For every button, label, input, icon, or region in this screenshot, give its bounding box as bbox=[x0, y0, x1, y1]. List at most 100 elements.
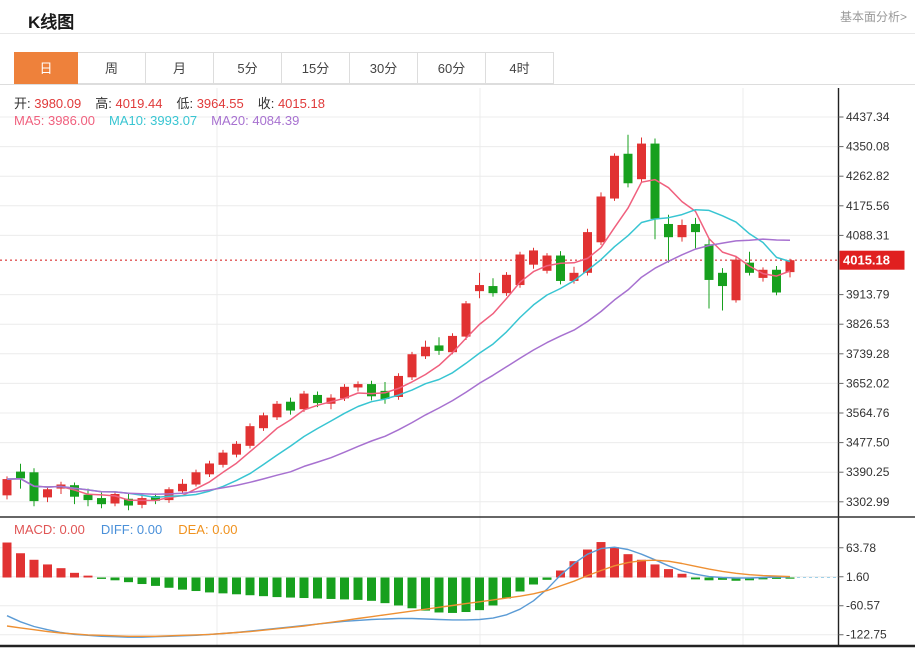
macd-bar bbox=[434, 577, 444, 613]
candle-body bbox=[43, 489, 52, 498]
y-axis-label: 3564.76 bbox=[846, 406, 890, 420]
ma10-line bbox=[6, 208, 791, 499]
macd-bar bbox=[502, 577, 511, 599]
macd-bar bbox=[2, 542, 12, 578]
candle-body bbox=[340, 386, 349, 399]
y-axis-label: 4262.82 bbox=[846, 169, 890, 183]
macd-bar bbox=[151, 577, 160, 586]
legend-value: 0.00 bbox=[59, 522, 85, 537]
legend-item: 低: 3964.55 bbox=[176, 96, 243, 111]
macd-bar bbox=[610, 547, 619, 578]
tab-60min[interactable]: 60分 bbox=[417, 52, 486, 84]
macd-bar bbox=[772, 577, 781, 579]
macd-bar bbox=[326, 577, 336, 599]
macd-bar bbox=[677, 573, 687, 578]
tab-30min[interactable]: 30分 bbox=[349, 52, 418, 84]
macd-bar bbox=[785, 577, 795, 579]
macd-bar bbox=[70, 572, 79, 578]
legend-value: 3986.00 bbox=[47, 113, 95, 128]
legend-item: MA10: 3993.07 bbox=[109, 113, 197, 128]
legend-value: 0.00 bbox=[212, 522, 238, 537]
macd-bar bbox=[218, 577, 228, 594]
tab-4hour[interactable]: 4时 bbox=[485, 52, 554, 84]
tab-month[interactable]: 月 bbox=[145, 52, 214, 84]
legend-item: 开: 3980.09 bbox=[14, 96, 81, 111]
macd-bar bbox=[164, 577, 174, 588]
macd-bar bbox=[286, 577, 295, 598]
candle-body bbox=[97, 498, 106, 505]
fundamental-analysis-link[interactable]: 基本面分析> bbox=[839, 10, 907, 24]
macd-bar bbox=[137, 577, 147, 585]
y-axis-label: 3302.99 bbox=[846, 495, 890, 509]
candle-body bbox=[353, 384, 363, 388]
y-axis-label: 3652.02 bbox=[846, 376, 890, 390]
candle-body bbox=[299, 393, 309, 410]
candle-body bbox=[691, 223, 700, 233]
candle-body bbox=[583, 232, 592, 273]
candle-body bbox=[448, 335, 457, 353]
candle-body bbox=[569, 272, 579, 281]
candle-body bbox=[515, 254, 525, 286]
candle-body bbox=[461, 303, 471, 337]
ma5-line bbox=[6, 178, 791, 502]
macd-bar bbox=[461, 577, 471, 613]
macd-bar bbox=[488, 577, 498, 606]
gridlines bbox=[0, 88, 838, 645]
candle-body bbox=[677, 224, 687, 238]
candle-body bbox=[407, 354, 417, 378]
macd-histogram bbox=[2, 542, 795, 613]
legend-value: 4019.44 bbox=[115, 96, 163, 111]
y-axis-label: 3826.53 bbox=[846, 317, 890, 331]
candle-body bbox=[488, 286, 498, 294]
tab-5min[interactable]: 5分 bbox=[213, 52, 282, 84]
current-price-label: 4015.18 bbox=[843, 253, 890, 268]
y-axis-label: 63.78 bbox=[846, 541, 876, 555]
legend-label: MA5: bbox=[14, 113, 48, 128]
candle-body bbox=[110, 493, 120, 504]
page-title: K线图 bbox=[28, 13, 75, 32]
macd-bar bbox=[569, 561, 579, 578]
candle-body bbox=[313, 394, 322, 404]
macd-legend: MACD: 0.00 DIFF: 0.00 DEA: 0.00 bbox=[14, 522, 254, 537]
legend-label: MA20: bbox=[211, 113, 253, 128]
legend-label: DIFF: bbox=[100, 522, 137, 537]
macd-bar bbox=[542, 577, 552, 580]
ma-legend: MA5: 3986.00 MA10: 3993.07 MA20: 4084.39 bbox=[14, 113, 313, 128]
candle-body bbox=[70, 485, 79, 497]
macd-bar bbox=[245, 577, 255, 596]
candle-body bbox=[542, 255, 552, 271]
candles-group bbox=[2, 134, 795, 511]
tab-15min[interactable]: 15分 bbox=[281, 52, 350, 84]
y-axis-label: 1.60 bbox=[846, 570, 870, 584]
legend-item: DIFF: 0.00 bbox=[101, 522, 162, 537]
candle-body bbox=[637, 143, 646, 180]
legend-value: 3993.07 bbox=[150, 113, 198, 128]
macd-bar bbox=[178, 577, 187, 590]
tab-week[interactable]: 周 bbox=[77, 52, 146, 84]
diff-line bbox=[6, 546, 790, 638]
macd-bar bbox=[367, 577, 376, 601]
candle-body bbox=[151, 496, 160, 501]
tabbar-underline bbox=[0, 84, 915, 85]
y-axis-label: 4175.56 bbox=[846, 199, 890, 213]
tab-day[interactable]: 日 bbox=[14, 52, 78, 84]
candle-body bbox=[434, 345, 444, 351]
candle-body bbox=[475, 285, 484, 292]
macd-bar bbox=[83, 575, 93, 578]
y-axis-labels: 4437.34 4350.08 4262.82 4175.56 4088.31 3913.… bbox=[838, 110, 890, 642]
legend-label: 高: bbox=[95, 96, 116, 111]
macd-bar bbox=[448, 577, 457, 613]
macd-bar bbox=[664, 569, 673, 578]
macd-bar bbox=[475, 577, 484, 611]
y-axis-label: 4088.31 bbox=[846, 228, 890, 242]
legend-label: MA10: bbox=[108, 113, 151, 128]
macd-bar bbox=[43, 564, 52, 578]
y-axis-label: 3739.28 bbox=[846, 347, 890, 361]
macd-bar bbox=[29, 559, 39, 578]
y-axis-label: 4350.08 bbox=[846, 140, 890, 154]
candle-body bbox=[205, 463, 214, 475]
candle-body bbox=[164, 489, 174, 501]
candle-body bbox=[718, 272, 727, 287]
candle-body bbox=[124, 498, 133, 506]
